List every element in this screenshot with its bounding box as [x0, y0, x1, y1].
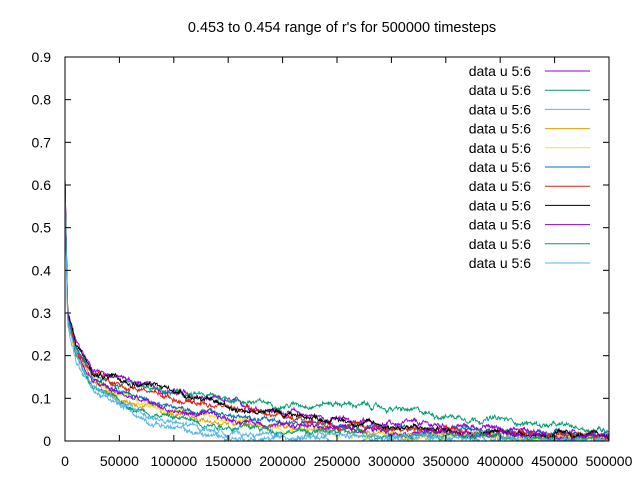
legend: data u 5:6 data u 5:6 data u 5:6 data u 5:6… — [469, 63, 590, 271]
y-tick-label: 0.6 — [32, 177, 52, 193]
y-tick-label: 0.9 — [32, 49, 52, 65]
x-tick-label: 200000 — [259, 453, 306, 469]
series-line — [64, 180, 610, 442]
legend-label: data u 5:6 — [469, 236, 531, 252]
legend-label: data u 5:6 — [469, 82, 531, 98]
series-line — [64, 184, 610, 436]
y-tick-label: 0.7 — [32, 134, 52, 150]
x-tick-label: 300000 — [368, 453, 415, 469]
y-tick-label: 0.3 — [32, 305, 52, 321]
series-line — [64, 176, 610, 440]
x-tick-label: 400000 — [477, 453, 524, 469]
y-tick-label: 0.4 — [32, 262, 52, 278]
legend-label: data u 5:6 — [469, 63, 531, 79]
x-tick-label: 450000 — [531, 453, 578, 469]
y-tick-label: 0.1 — [32, 390, 52, 406]
legend-label: data u 5:6 — [469, 140, 531, 156]
series-line — [64, 184, 609, 443]
x-tick-label: 0 — [61, 453, 69, 469]
series-line — [64, 189, 610, 443]
legend-label: data u 5:6 — [469, 178, 531, 194]
legend-label: data u 5:6 — [469, 159, 531, 175]
legend-label: data u 5:6 — [469, 101, 531, 117]
x-tick-label: 350000 — [422, 453, 469, 469]
legend-label: data u 5:6 — [469, 197, 531, 213]
x-tick-label: 250000 — [314, 453, 361, 469]
y-tick-label: 0.2 — [32, 348, 52, 364]
x-tick-label: 100000 — [150, 453, 197, 469]
legend-label: data u 5:6 — [469, 217, 531, 233]
x-tick-label: 50000 — [100, 453, 139, 469]
y-tick-label: 0 — [43, 433, 51, 449]
chart-title: 0.453 to 0.454 range of r's for 500000 t… — [188, 20, 496, 36]
legend-label: data u 5:6 — [469, 121, 531, 137]
x-tick-label: 500000 — [586, 453, 633, 469]
legend-label: data u 5:6 — [469, 255, 531, 271]
y-tick-label: 0.8 — [32, 92, 52, 108]
series-line — [64, 176, 610, 441]
axis-layer: 0 0.1 0.2 0.3 0.4 0.5 0.6 0.7 0.8 0.9 0 50000 100000… — [32, 49, 633, 469]
y-tick-label: 0.5 — [32, 220, 52, 236]
x-tick-label: 150000 — [205, 453, 252, 469]
